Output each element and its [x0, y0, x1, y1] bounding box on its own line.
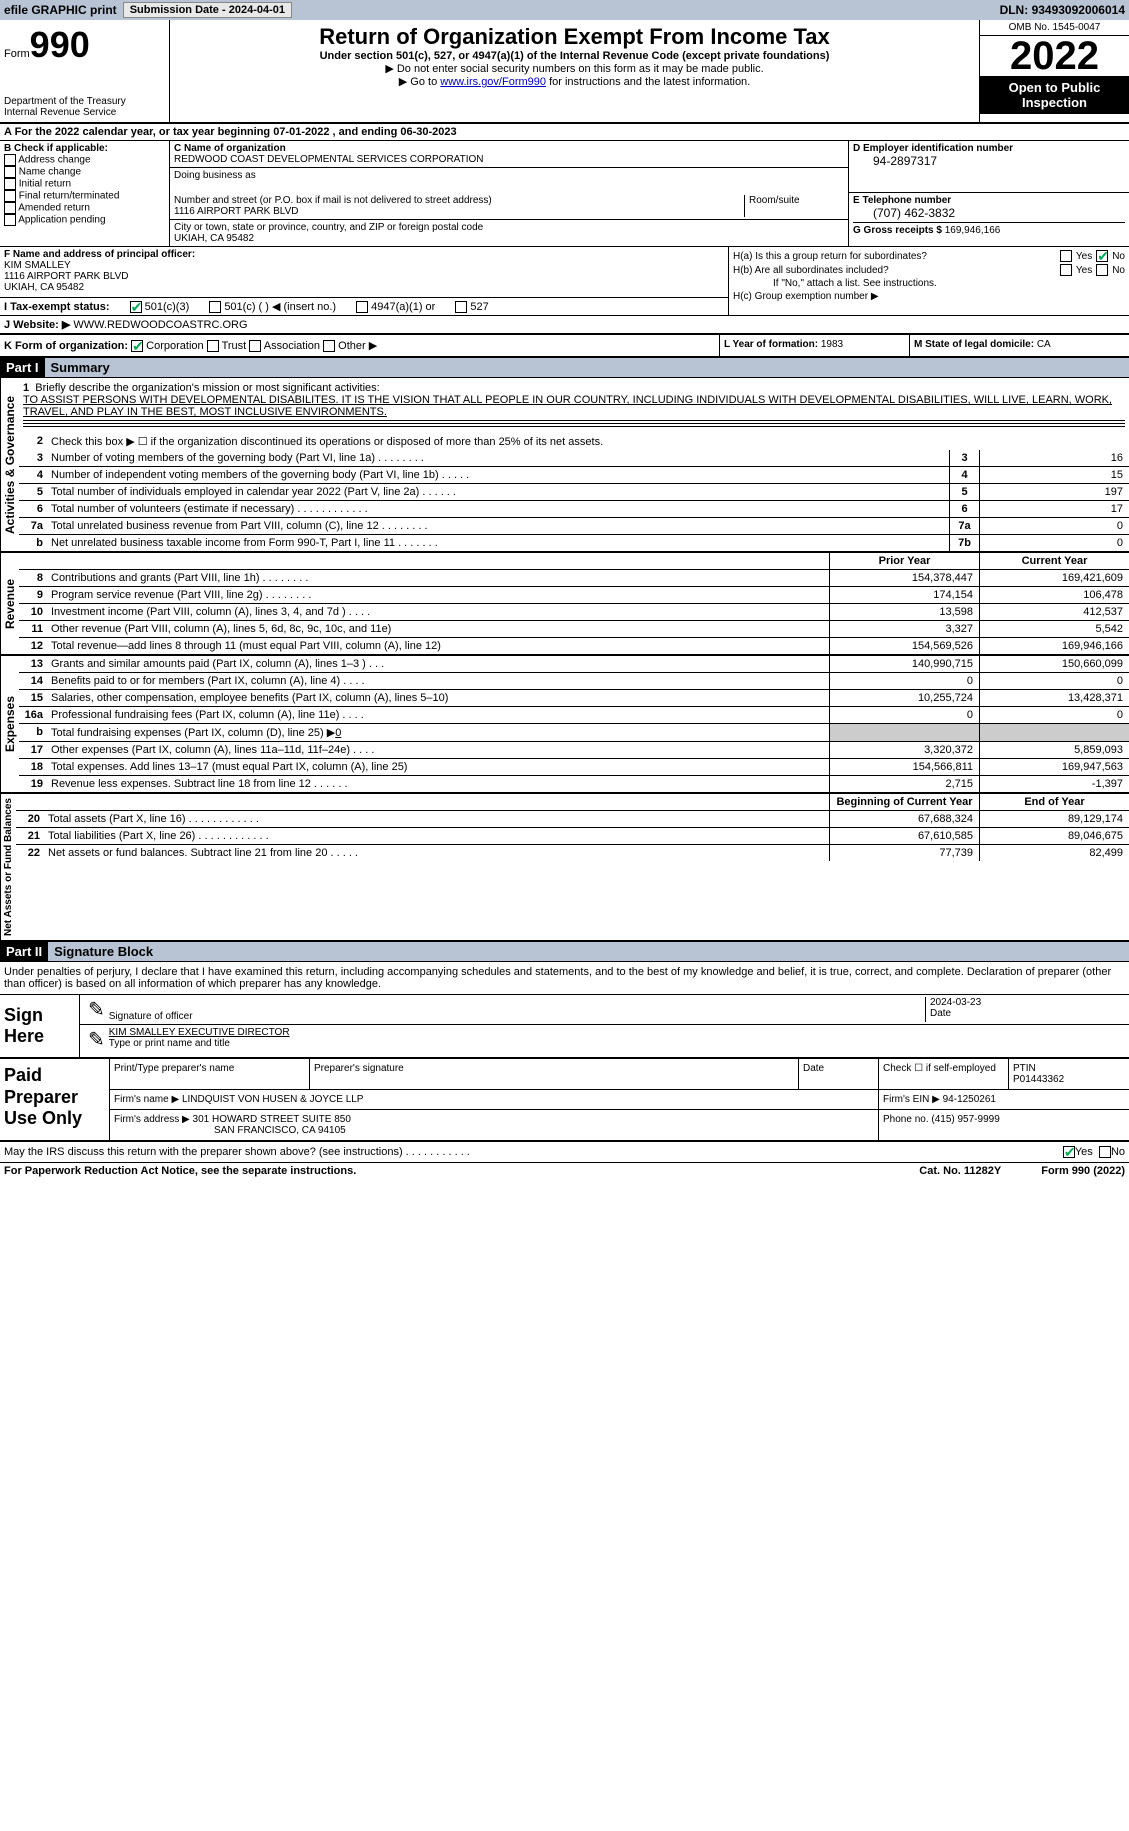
form-number-cell: Form990 Department of the Treasury Inter…	[0, 20, 170, 122]
pen-icon: ✎	[84, 997, 109, 1022]
header: Form990 Department of the Treasury Inter…	[0, 20, 1129, 124]
discuss-yes[interactable]	[1063, 1146, 1075, 1158]
dln-label: DLN: 93493092006014	[1000, 3, 1125, 17]
city-cell: City or town, state or province, country…	[170, 220, 848, 246]
paid-preparer-block: Paid Preparer Use Only Print/Type prepar…	[0, 1059, 1129, 1142]
street-cell: Number and street (or P.O. box if mail i…	[170, 193, 848, 220]
col-e-g: E Telephone number (707) 462-3832 G Gros…	[849, 193, 1129, 246]
open-inspection: Open to Public Inspection	[980, 76, 1129, 114]
vert-activities: Activities & Governance	[0, 378, 19, 551]
cb-amended[interactable]: Amended return	[4, 202, 165, 214]
submission-date-button[interactable]: Submission Date - 2024-04-01	[123, 2, 292, 18]
cb-application-pending[interactable]: Application pending	[4, 214, 165, 226]
col-k-form-org: K Form of organization: Corporation Trus…	[0, 335, 719, 356]
mission-block: 1 Briefly describe the organization's mi…	[19, 378, 1129, 433]
vert-revenue: Revenue	[0, 553, 19, 654]
part2-header: Part II Signature Block	[0, 942, 1129, 962]
note-ssn: ▶ Do not enter social security numbers o…	[174, 62, 975, 75]
cb-other[interactable]: Other ▶	[323, 340, 377, 352]
cb-assoc[interactable]: Association	[249, 340, 320, 352]
discuss-row: May the IRS discuss this return with the…	[0, 1142, 1129, 1162]
dba-cell: Doing business as	[170, 168, 848, 193]
col-c: C Name of organization REDWOOD COAST DEV…	[170, 141, 1129, 246]
section-bc: B Check if applicable: Address change Na…	[0, 141, 1129, 247]
col-h-group: H(a) Is this a group return for subordin…	[729, 247, 1129, 315]
sec-j-website: J Website: ▶ WWW.REDWOODCOASTRC.ORG	[0, 316, 1129, 335]
summary-netassets: Net Assets or Fund Balances Beginning of…	[0, 794, 1129, 942]
hb-no[interactable]	[1096, 264, 1108, 276]
org-name-cell: C Name of organization REDWOOD COAST DEV…	[170, 141, 848, 168]
ha-no[interactable]	[1096, 250, 1108, 262]
signature-declaration: Under penalties of perjury, I declare th…	[0, 962, 1129, 995]
efile-label: efile GRAPHIC print	[4, 3, 117, 17]
summary-revenue: Revenue Prior YearCurrent Year 8Contribu…	[0, 553, 1129, 656]
cb-4947[interactable]: 4947(a)(1) or	[356, 301, 435, 313]
col-b-checkboxes: B Check if applicable: Address change Na…	[0, 141, 170, 246]
cb-initial-return[interactable]: Initial return	[4, 178, 165, 190]
sec-i-tax-status: I Tax-exempt status: 501(c)(3) 501(c) ( …	[0, 297, 728, 315]
cb-501c3[interactable]: 501(c)(3)	[130, 301, 190, 313]
col-l-year: L Year of formation: 1983	[719, 335, 909, 356]
sec-klm: K Form of organization: Corporation Trus…	[0, 335, 1129, 358]
section-fh: F Name and address of principal officer:…	[0, 247, 1129, 316]
tax-year: 2022	[980, 36, 1129, 76]
vert-expenses: Expenses	[0, 656, 19, 792]
pen-icon: ✎	[84, 1027, 109, 1052]
cb-name-change[interactable]: Name change	[4, 166, 165, 178]
cb-527[interactable]: 527	[455, 301, 488, 313]
col-m-state: M State of legal domicile: CA	[909, 335, 1129, 356]
vert-netassets: Net Assets or Fund Balances	[0, 794, 16, 940]
form-title: Return of Organization Exempt From Incom…	[174, 24, 975, 50]
discuss-no[interactable]	[1099, 1146, 1111, 1158]
top-bar: efile GRAPHIC print Submission Date - 20…	[0, 0, 1129, 20]
cb-501c[interactable]: 501(c) ( ) ◀ (insert no.)	[209, 300, 336, 313]
cb-address-change[interactable]: Address change	[4, 154, 165, 166]
hb-yes[interactable]	[1060, 264, 1072, 276]
summary-expenses: Expenses 13Grants and similar amounts pa…	[0, 656, 1129, 794]
summary-activities: Activities & Governance 1 Briefly descri…	[0, 378, 1129, 553]
form-subtitle: Under section 501(c), 527, or 4947(a)(1)…	[174, 50, 975, 62]
cb-corp[interactable]: Corporation	[131, 340, 204, 352]
footer: For Paperwork Reduction Act Notice, see …	[0, 1162, 1129, 1179]
part1-header: Part I Summary	[0, 358, 1129, 378]
cb-trust[interactable]: Trust	[207, 340, 247, 352]
sign-here-block: Sign Here ✎Signature of officer2024-03-2…	[0, 995, 1129, 1059]
cb-final-return[interactable]: Final return/terminated	[4, 190, 165, 202]
year-cell: OMB No. 1545-0047 2022 Open to Public In…	[979, 20, 1129, 122]
ha-yes[interactable]	[1060, 250, 1072, 262]
row-a-calendar: A For the 2022 calendar year, or tax yea…	[0, 124, 1129, 141]
col-d-ein: D Employer identification number 94-2897…	[849, 141, 1129, 193]
note-link: ▶ Go to www.irs.gov/Form990 for instruct…	[174, 75, 975, 88]
dept-label: Department of the Treasury Internal Reve…	[4, 96, 165, 118]
col-f-officer: F Name and address of principal officer:…	[0, 247, 729, 315]
irs-link[interactable]: www.irs.gov/Form990	[440, 76, 546, 88]
title-cell: Return of Organization Exempt From Incom…	[170, 20, 979, 122]
